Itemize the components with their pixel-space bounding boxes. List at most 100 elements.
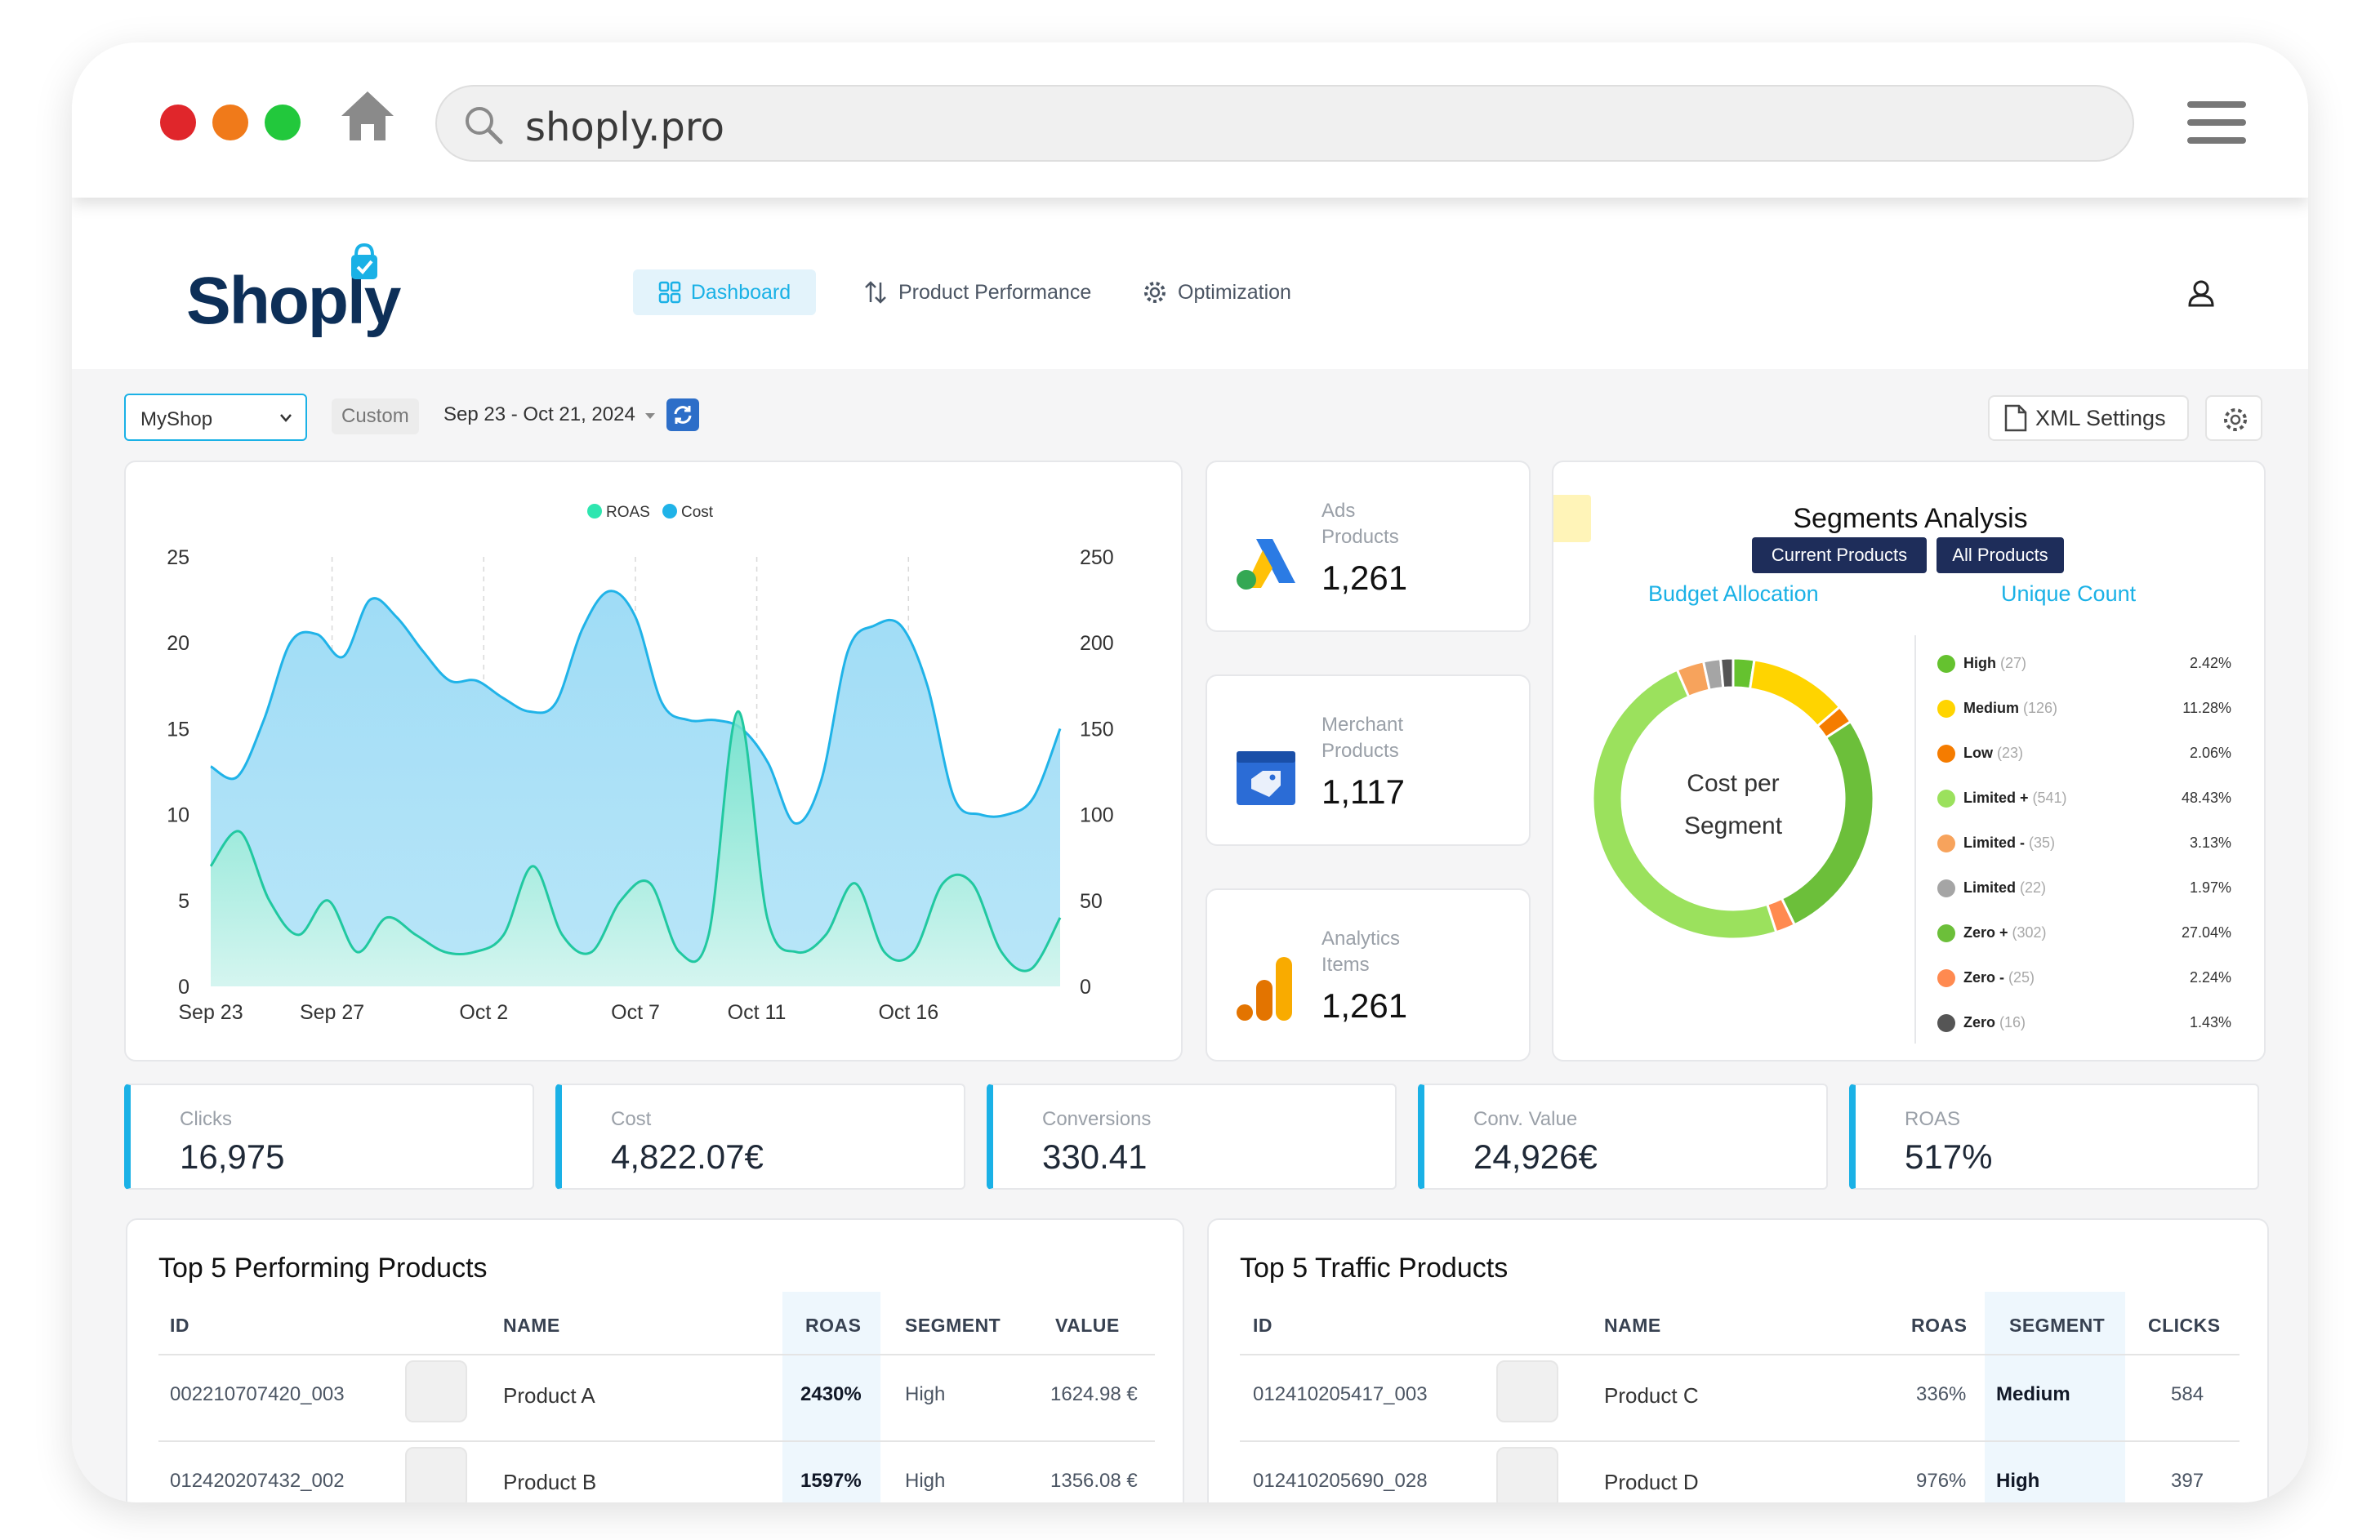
tab-dashboard[interactable]: Dashboard <box>633 269 816 315</box>
conv-value-value: 24,926€ <box>1473 1137 1598 1176</box>
cost-stat-card: Cost 4,822.07€ <box>555 1084 965 1190</box>
product-clicks: 397 <box>2171 1470 2204 1492</box>
segment-legend-row[interactable]: Zero - (25) 2.24% <box>1937 963 2231 995</box>
left-axis-tick-label: 0 <box>178 976 189 999</box>
range-type-badge[interactable]: Custom <box>332 398 419 434</box>
refresh-button[interactable] <box>666 398 699 431</box>
donut-slice-limited[interactable] <box>1591 668 1778 941</box>
conversions-label: Conversions <box>1042 1108 1152 1130</box>
donut-center-label: Cost per Segment <box>1578 763 1888 848</box>
col-name[interactable]: NAME <box>503 1315 560 1336</box>
search-icon <box>466 107 503 145</box>
col-id[interactable]: ID <box>1253 1315 1272 1336</box>
segment-legend-row[interactable]: Low (23) 2.06% <box>1937 738 2231 771</box>
right-axis-tick-label: 250 <box>1080 546 1114 569</box>
segment-name: Medium (126) <box>1963 700 2057 717</box>
segment-legend-row[interactable]: Limited + (541) 48.43% <box>1937 783 2231 816</box>
col-id[interactable]: ID <box>170 1315 189 1336</box>
address-bar[interactable]: shoply.pro <box>435 85 2134 162</box>
segment-name: Zero + (302) <box>1963 924 2047 941</box>
x-axis-tick-label: Oct 11 <box>728 1001 787 1024</box>
tab-dashboard-label: Dashboard <box>690 280 791 304</box>
col-name[interactable]: NAME <box>1604 1315 1661 1336</box>
close-window-icon[interactable] <box>160 105 196 140</box>
segment-name-text: Zero + <box>1963 924 2008 941</box>
analytics-icon <box>1237 957 1292 1021</box>
analytics-items-label: Analytics Items <box>1321 926 1400 978</box>
segment-legend-row[interactable]: Zero (16) 1.43% <box>1937 1008 2231 1040</box>
unique-count-link[interactable]: Unique Count <box>2001 581 2137 606</box>
user-account-icon[interactable] <box>2187 279 2215 307</box>
cost-value: 4,822.07€ <box>611 1137 764 1176</box>
left-axis-tick-label: 10 <box>167 804 189 827</box>
donut-center-line2: Segment <box>1683 812 1783 839</box>
segment-legend-row[interactable]: High (27) 2.42% <box>1937 648 2231 681</box>
right-axis-tick-label: 200 <box>1080 632 1114 655</box>
xml-file-icon <box>2004 404 2027 432</box>
col-segment[interactable]: SEGMENT <box>905 1315 1001 1336</box>
maximize-window-icon[interactable] <box>265 105 301 140</box>
product-id: 012410205690_028 <box>1253 1470 1428 1492</box>
segment-name-text: Limited - <box>1963 835 2025 851</box>
browser-window: shoply.pro Shoply Dashboard Product <box>72 42 2308 1502</box>
col-segment[interactable]: SEGMENT <box>2009 1315 2106 1336</box>
xml-settings-button[interactable]: XML Settings <box>1988 395 2189 441</box>
donut-slice-zero[interactable] <box>1718 657 1735 690</box>
current-products-tab[interactable]: Current Products <box>1752 537 1927 573</box>
minimize-window-icon[interactable] <box>212 105 248 140</box>
x-axis-tick-label: Oct 16 <box>878 1001 938 1024</box>
tab-product-performance[interactable]: Product Performance <box>862 269 1091 315</box>
segment-name-text: High <box>1963 655 1996 671</box>
product-image-placeholder-icon <box>405 1447 467 1502</box>
col-value[interactable]: VALUE <box>1055 1315 1120 1336</box>
all-products-tab[interactable]: All Products <box>1937 537 2064 573</box>
col-roas[interactable]: ROAS <box>805 1315 862 1336</box>
hamburger-menu-icon[interactable] <box>2187 101 2246 147</box>
segment-name-text: Zero - <box>1963 969 2005 986</box>
segment-name: Limited - (35) <box>1963 835 2055 852</box>
segment-legend-row[interactable]: Zero + (302) 27.04% <box>1937 918 2231 950</box>
segment-color-dot <box>1937 700 1955 718</box>
product-segment: High <box>905 1383 946 1405</box>
product-image-placeholder-icon <box>405 1360 467 1422</box>
segment-legend-row[interactable]: Limited - (35) 3.13% <box>1937 828 2231 861</box>
merchant-products-label: Merchant Products <box>1321 712 1403 764</box>
segment-color-dot <box>1937 924 1955 942</box>
date-range-picker[interactable]: Sep 23 - Oct 21, 2024 <box>443 403 656 426</box>
legend-label-cost: Cost <box>681 504 714 521</box>
roas-value: 517% <box>1905 1137 1993 1176</box>
donut-slice-medium[interactable] <box>1748 658 1842 728</box>
segment-name: Zero - (25) <box>1963 969 2035 986</box>
shop-select[interactable]: MyShop <box>124 394 307 441</box>
budget-allocation-link[interactable]: Budget Allocation <box>1648 581 1819 606</box>
ads-label-line1: Ads <box>1321 500 1356 522</box>
gear-icon <box>1144 282 1165 303</box>
x-axis-tick-label: Sep 23 <box>178 1001 243 1024</box>
col-roas[interactable]: ROAS <box>1911 1315 1968 1336</box>
tab-optimization[interactable]: Optimization <box>1142 269 1291 315</box>
legend-label-roas: ROAS <box>606 504 650 521</box>
roas-label: ROAS <box>1905 1108 1961 1130</box>
settings-button[interactable] <box>2205 395 2262 441</box>
conv-value-stat-card: Conv. Value 24,926€ <box>1418 1084 1828 1190</box>
home-icon[interactable] <box>338 87 397 145</box>
segment-legend-row[interactable]: Medium (126) 11.28% <box>1937 693 2231 726</box>
x-axis-tick-label: Oct 2 <box>459 1001 508 1024</box>
col-clicks[interactable]: CLICKS <box>2148 1315 2221 1336</box>
segment-name: Low (23) <box>1963 745 2023 762</box>
xml-settings-label: XML Settings <box>2035 405 2166 430</box>
top-traffic-title: Top 5 Traffic Products <box>1240 1253 1509 1284</box>
merchant-label-line2: Products <box>1321 740 1399 762</box>
segment-color-dot <box>1937 835 1955 852</box>
segment-name-text: Limited + <box>1963 790 2029 806</box>
tab-optimization-label: Optimization <box>1178 280 1291 304</box>
product-id: 012420207432_002 <box>170 1470 345 1492</box>
segment-percentage: 11.28% <box>2182 700 2231 716</box>
app-header: Shoply <box>72 198 2308 369</box>
google-ads-icon <box>1237 539 1295 590</box>
conversions-stat-card: Conversions 330.41 <box>987 1084 1397 1190</box>
segment-legend-row[interactable]: Limited (22) 1.97% <box>1937 873 2231 906</box>
segment-percentage: 2.42% <box>2189 655 2231 671</box>
shopping-bag-logo-icon <box>351 243 377 279</box>
product-image-placeholder-icon <box>1496 1360 1558 1422</box>
